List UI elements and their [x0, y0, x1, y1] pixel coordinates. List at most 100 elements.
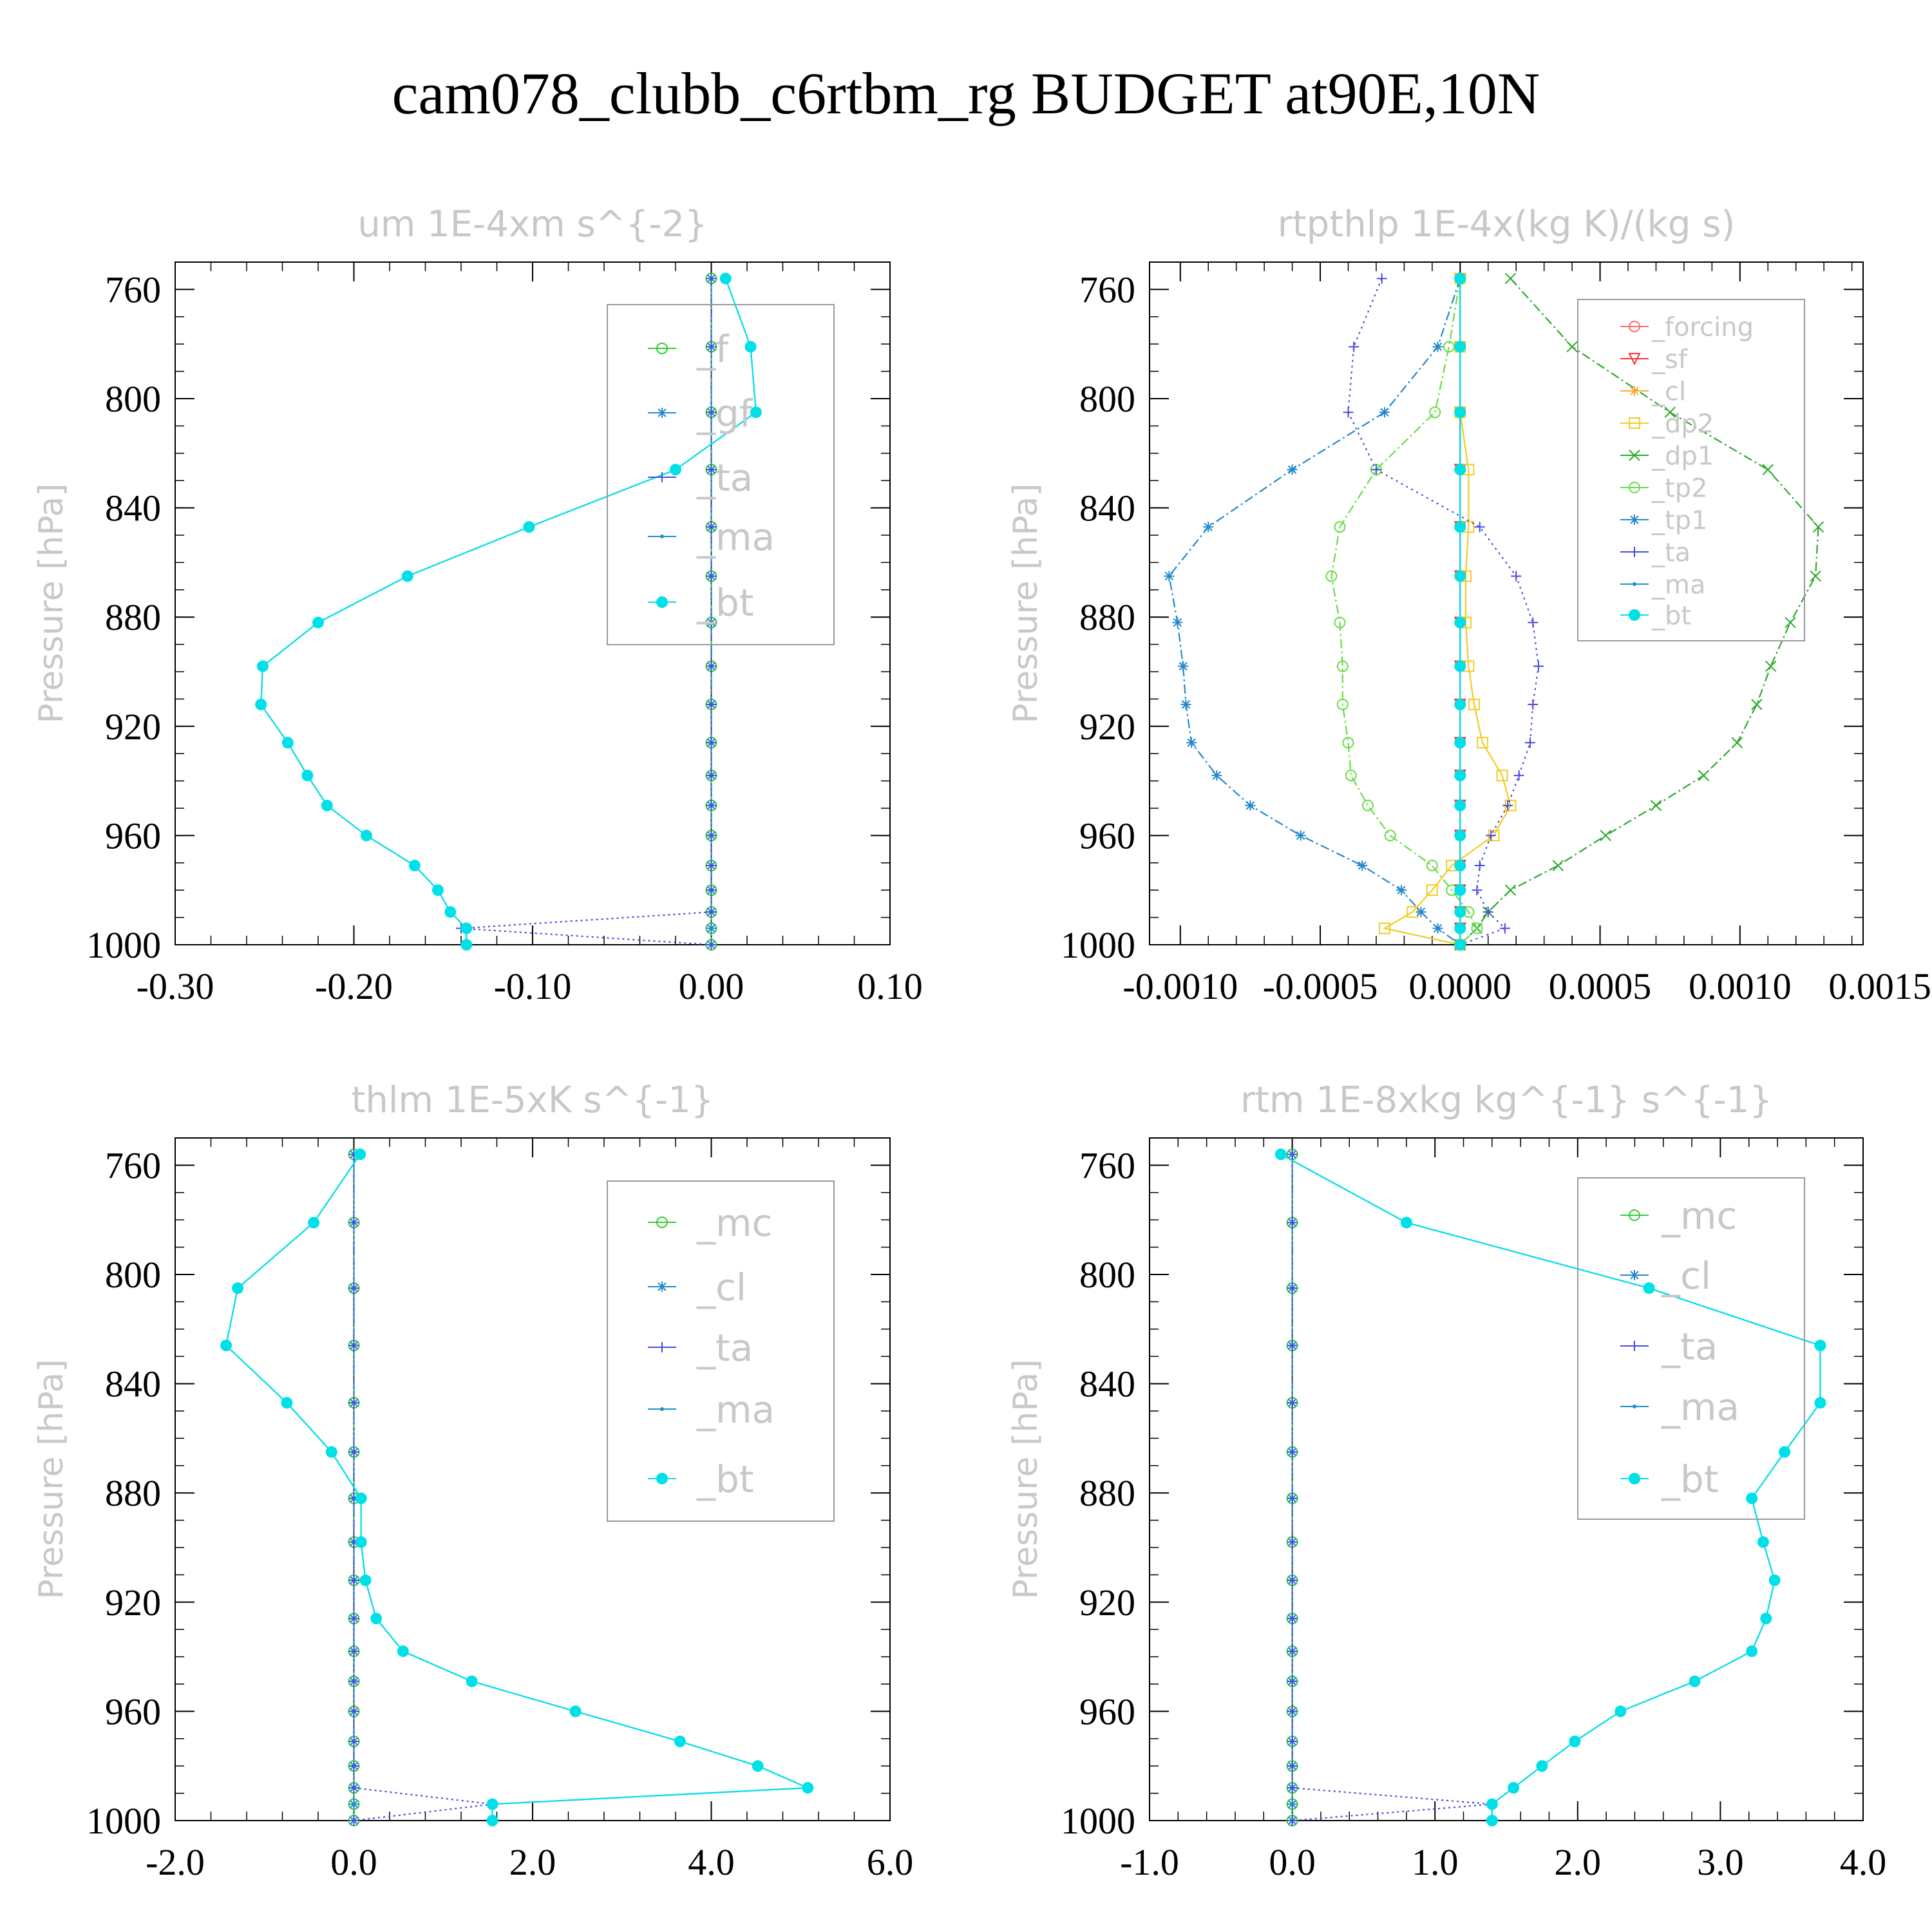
data-point [1295, 830, 1306, 841]
x-tick-label: 4.0 [1840, 1841, 1887, 1883]
legend-label: _cl [1661, 1254, 1711, 1298]
legend-marker [1633, 1405, 1636, 1408]
y-tick-label: 800 [105, 1254, 161, 1296]
data-point [1203, 522, 1214, 533]
x-tick-label: 0.0 [330, 1841, 377, 1883]
data-point [354, 1148, 366, 1160]
data-point [348, 1761, 359, 1772]
series_ta [1343, 273, 1544, 950]
x-tick-label: 0.0010 [1689, 965, 1792, 1007]
series-line [1168, 278, 1461, 945]
data-point [1287, 1446, 1298, 1457]
data-point [397, 1645, 409, 1658]
legend-marker [660, 535, 664, 538]
series_bt [1274, 1148, 1826, 1826]
data-point [1486, 1798, 1498, 1810]
data-point [431, 884, 444, 896]
y-tick-label: 1000 [1061, 924, 1135, 966]
data-point [1566, 341, 1578, 353]
data-point [1287, 1736, 1298, 1747]
data-point [1454, 884, 1466, 896]
x-tick-label: 0.0005 [1549, 965, 1652, 1007]
data-point [1504, 884, 1517, 896]
plot-frame [1149, 261, 1864, 945]
data-point [1762, 464, 1774, 475]
series-line [1347, 278, 1540, 946]
data-point [466, 1675, 478, 1687]
y-tick-label: 880 [1079, 1472, 1135, 1514]
x-tick-label: 3.0 [1697, 1841, 1744, 1883]
y-tick-label: 1000 [86, 924, 161, 966]
legend-label: _ta [696, 456, 753, 500]
y-tick-label: 840 [1079, 1363, 1135, 1405]
data-point [1426, 884, 1438, 896]
data-point [1432, 923, 1443, 934]
data-point [1186, 737, 1197, 748]
legend-label: _f [696, 327, 730, 371]
legend-marker [1629, 1270, 1640, 1280]
data-point [348, 1283, 359, 1294]
data-point [1211, 770, 1222, 781]
data-point [1287, 1706, 1298, 1717]
data-point [1454, 464, 1466, 476]
series_bt [255, 272, 762, 951]
data-point [1287, 1149, 1298, 1160]
legend-label: _tp2 [1651, 473, 1708, 503]
data-point [1536, 1760, 1548, 1772]
data-point [1287, 1799, 1298, 1810]
data-point [1502, 800, 1513, 811]
data-point [1600, 829, 1611, 842]
data-point [1454, 660, 1466, 672]
data-point [1178, 661, 1189, 672]
data-point [1325, 570, 1338, 582]
x-tick-label: -2.0 [146, 1841, 205, 1883]
data-point [256, 660, 269, 672]
legend-marker [657, 472, 667, 482]
data-point [1287, 1783, 1298, 1794]
data-point [321, 799, 333, 811]
budget-panel-4: rtm 1E-8xkg kg^{-1} s^{-1} Pressure [hPa]… [1007, 1079, 1886, 1883]
data-point [1454, 521, 1466, 533]
series_bt [220, 1148, 814, 1826]
budget-panel-2: rtpthlp 1E-4x(kg K)/(kg s) Pressure [hPa]… [1007, 204, 1931, 1007]
data-point [1513, 770, 1524, 781]
data-point [706, 885, 717, 896]
data-point [1477, 737, 1489, 749]
data-point [1287, 1575, 1298, 1586]
data-point [460, 922, 473, 934]
series_bt [1454, 272, 1466, 951]
x-tick-label: -0.10 [494, 965, 572, 1007]
x-tick-label: 0.00 [679, 965, 744, 1007]
y-tick-label: 1000 [86, 1800, 161, 1842]
data-point [1454, 616, 1466, 629]
data-point [348, 1575, 359, 1586]
data-point [1528, 699, 1539, 710]
legend-marker [1629, 386, 1640, 396]
x-tick-label: 2.0 [509, 1841, 556, 1883]
data-point [1454, 906, 1466, 918]
x-tick-label: -0.0005 [1263, 965, 1378, 1007]
data-point [706, 522, 717, 533]
data-point [1689, 1675, 1701, 1687]
data-point [1486, 1815, 1498, 1826]
legend-marker [656, 596, 668, 608]
data-point [1746, 1492, 1758, 1504]
data-point [1287, 1493, 1298, 1504]
y-tick-label: 840 [105, 1363, 161, 1405]
legend-label: _ma [696, 1388, 775, 1432]
data-point [1472, 885, 1482, 896]
panel-title: um 1E-4xm s^{-2} [357, 204, 707, 245]
y-tick-label: 880 [105, 1472, 161, 1514]
data-point [1287, 464, 1298, 475]
data-point [1454, 939, 1466, 951]
data-point [408, 860, 421, 872]
data-point [1245, 800, 1256, 811]
data-point [460, 939, 473, 951]
legend-marker [656, 1473, 668, 1484]
data-point [569, 1705, 582, 1718]
data-point [706, 617, 717, 628]
data-point [1349, 341, 1359, 352]
data-point [1511, 571, 1522, 582]
x-tick-label: -0.0010 [1122, 965, 1238, 1007]
data-point [1384, 829, 1396, 842]
